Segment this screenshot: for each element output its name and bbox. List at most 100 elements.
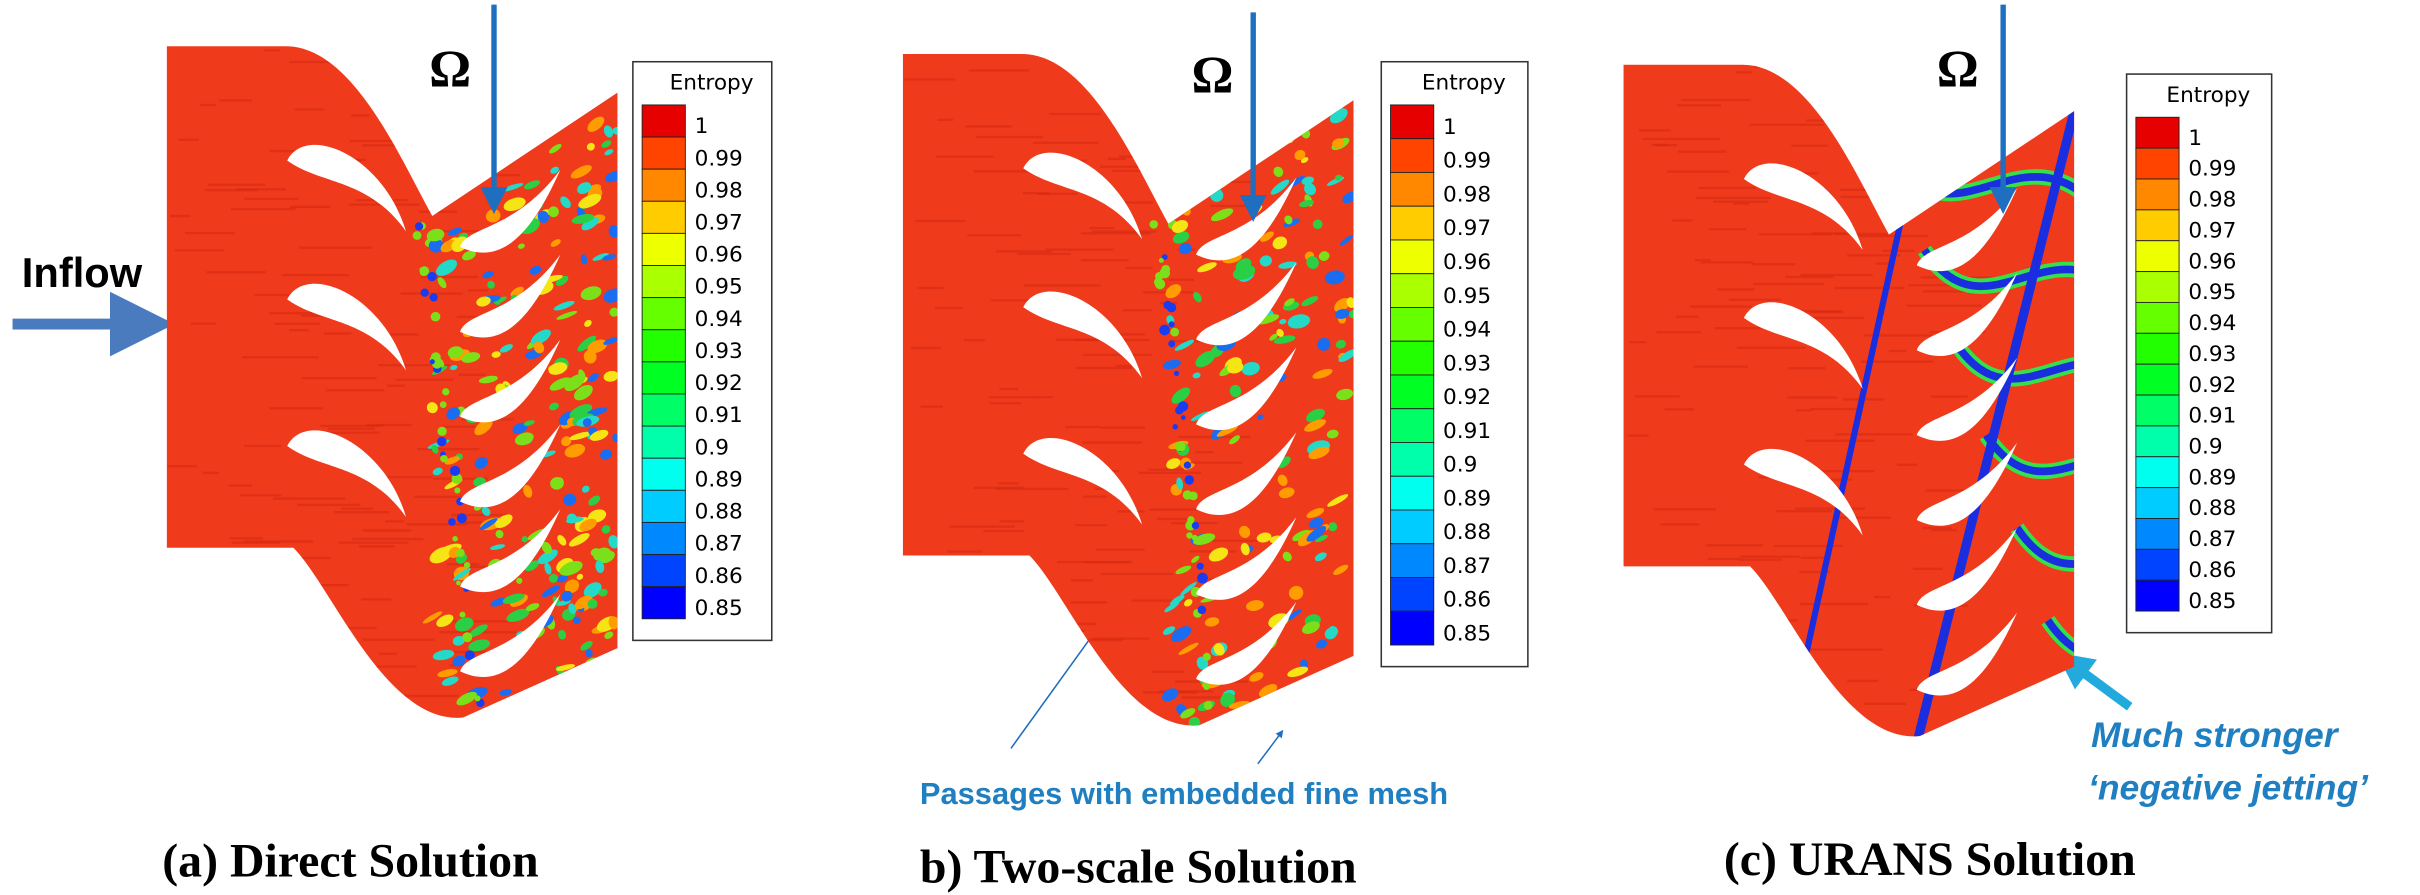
- vortex: [1240, 716, 1251, 724]
- vortex: [1318, 251, 1330, 261]
- vortex: [1327, 494, 1349, 507]
- vortex: [1273, 166, 1284, 177]
- vortex: [452, 536, 458, 542]
- streak: [1045, 248, 1114, 251]
- colorbar-label: 0.93: [695, 339, 743, 364]
- colorbar-label: 0.92: [2188, 373, 2236, 398]
- streak: [1681, 98, 1751, 102]
- colorbar-label: 0.96: [2188, 249, 2236, 274]
- jetting-arrow: [2056, 652, 2133, 711]
- vortex: [452, 635, 465, 646]
- vortex: [449, 465, 461, 476]
- vortex: [583, 349, 597, 364]
- streak: [1070, 601, 1108, 604]
- flow-panel: [166, 46, 618, 718]
- streak: [1022, 192, 1050, 195]
- colorbar-swatch: [641, 489, 686, 523]
- vortex: [1227, 361, 1244, 374]
- streak: [372, 475, 433, 479]
- streak: [1860, 360, 1934, 363]
- vortex: [1315, 534, 1328, 543]
- streak: [1666, 170, 1730, 173]
- streak: [1112, 169, 1180, 173]
- streak: [292, 584, 349, 587]
- vortex: [512, 422, 528, 434]
- streak: [1736, 346, 1806, 349]
- streak: [952, 638, 1005, 641]
- wake: [2013, 525, 2075, 577]
- streak: [1748, 664, 1769, 668]
- vortex: [1256, 532, 1272, 543]
- colorbar-label: 1: [1443, 115, 1457, 140]
- vortex: [521, 536, 528, 543]
- blade: [1023, 291, 1143, 379]
- streak: [1138, 471, 1201, 474]
- colorbar-swatch: [1390, 340, 1435, 376]
- streak: [1084, 561, 1129, 564]
- vortex: [524, 560, 539, 572]
- streak: [443, 163, 473, 167]
- vortex: [524, 180, 541, 190]
- streak: [1169, 278, 1195, 281]
- vortex: [1272, 236, 1288, 250]
- streak: [414, 495, 465, 498]
- streak: [1840, 195, 1879, 199]
- vortex: [580, 640, 593, 651]
- colorbar-label: 0.91: [1443, 419, 1491, 444]
- streak: [983, 529, 1025, 533]
- streak: [1032, 141, 1099, 144]
- vortex: [604, 149, 614, 156]
- vortex: [1209, 135, 1231, 144]
- streak: [366, 423, 412, 427]
- vortex: [1270, 108, 1290, 124]
- vortex: [1306, 508, 1325, 519]
- vortex: [1308, 517, 1324, 529]
- colorbar-swatch: [641, 361, 686, 395]
- streak: [1863, 702, 1906, 705]
- blade: [1023, 152, 1143, 240]
- vortex: [1162, 141, 1183, 155]
- colorbar-label: 0.91: [2188, 404, 2236, 429]
- streak: [1000, 726, 1044, 728]
- streak: [1009, 606, 1035, 609]
- vortex: [1166, 458, 1181, 469]
- streak: [167, 465, 198, 468]
- colorbar-swatch: [1390, 307, 1435, 342]
- streak: [1912, 567, 1943, 571]
- streak: [1875, 262, 1893, 265]
- colorbar-label: 0.91: [695, 403, 743, 428]
- vortex: [462, 250, 476, 261]
- vortex: [1168, 340, 1176, 348]
- vortex: [462, 120, 476, 132]
- streak: [1806, 119, 1852, 122]
- vortex: [1335, 339, 1347, 349]
- streak: [1117, 510, 1145, 513]
- streak: [436, 230, 495, 233]
- streak: [1074, 622, 1097, 626]
- vortex: [1339, 235, 1354, 246]
- streak: [200, 103, 217, 107]
- vortex: [1183, 461, 1192, 469]
- vortex: [603, 125, 614, 138]
- vortex: [426, 228, 445, 242]
- streak: [451, 513, 507, 517]
- vortex: [548, 362, 568, 375]
- streak: [231, 541, 281, 544]
- colorbar-label: 0.96: [695, 243, 743, 268]
- streak: [394, 694, 459, 698]
- streak: [213, 674, 261, 678]
- streak: [965, 125, 1012, 128]
- colorbar-label: 0.95: [695, 275, 743, 300]
- vortex: [514, 432, 534, 446]
- colorbar-swatch: [2135, 240, 2180, 273]
- flow-panel: [1623, 64, 2075, 737]
- vortex: [570, 165, 592, 179]
- vortex: [419, 269, 427, 277]
- vortex: [1204, 617, 1220, 627]
- streak: [974, 170, 1044, 173]
- vortex: [1193, 291, 1202, 303]
- vortex: [443, 164, 452, 174]
- vortex: [608, 224, 618, 238]
- streak: [1156, 517, 1195, 521]
- streak: [379, 652, 397, 655]
